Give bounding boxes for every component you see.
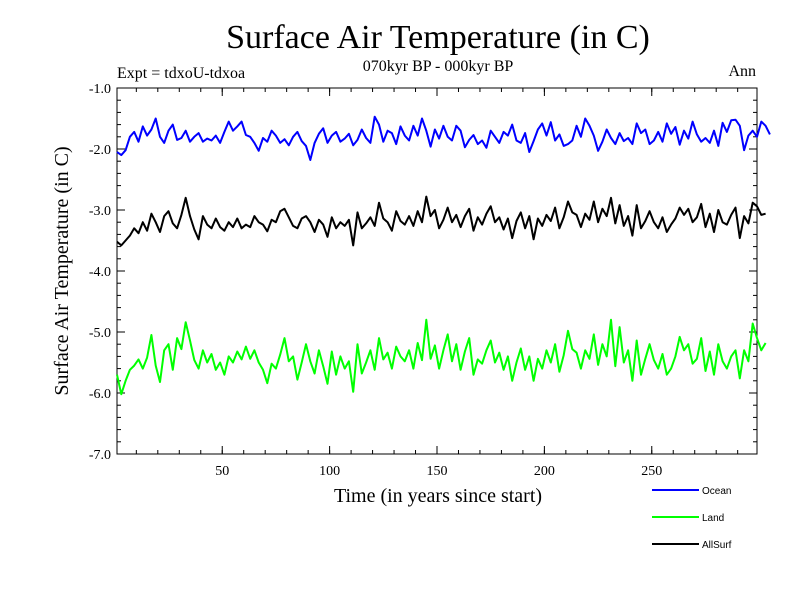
- season-label: Ann: [728, 63, 756, 80]
- series-line-ocean: [116, 115, 771, 161]
- legend-label-ocean: Ocean: [702, 486, 731, 497]
- x-tick-label: 250: [641, 464, 662, 479]
- x-tick-label: 150: [427, 464, 448, 479]
- plot-area: 50 100 150 200 250 -1.0-2.0-3.0-4.0-5.0-6.0-…: [89, 82, 771, 479]
- x-tick-label: 100: [319, 464, 340, 479]
- chart-subtitle: 070kyr BP - 000kyr BP: [363, 58, 514, 75]
- y-tick-label: -6.0: [89, 387, 111, 402]
- legend-label-land: Land: [702, 513, 724, 524]
- series-line-allsurf: [116, 195, 766, 247]
- legend: Ocean Land AllSurf: [652, 486, 732, 551]
- y-tick-label: -4.0: [89, 265, 111, 280]
- chart-title: Surface Air Temperature (in C): [226, 19, 650, 56]
- y-axis-label: Surface Air Temperature (in C): [51, 146, 73, 395]
- y-tick-label: -7.0: [89, 448, 111, 463]
- y-tick-label: -3.0: [89, 204, 111, 219]
- series-layer: [116, 115, 771, 396]
- y-axis-ticks: -1.0 -2.0 -3.0 -4.0 -5.0 -6.0 -7.0: [89, 82, 757, 463]
- x-tick-label: 50: [215, 464, 229, 479]
- y-tick-label: -2.0: [89, 143, 111, 158]
- x-axis-ticks: 50 100 150 200 250: [215, 88, 662, 479]
- y-tick-label: -5.0: [89, 326, 111, 341]
- y-tick-label: -1.0: [89, 82, 111, 97]
- x-tick-label: 200: [534, 464, 555, 479]
- experiment-label: Expt = tdxoU-tdxoa: [117, 65, 245, 82]
- series-line-land: [116, 318, 767, 396]
- x-axis-label: Time (in years since start): [334, 485, 542, 507]
- legend-label-allsurf: AllSurf: [702, 540, 732, 551]
